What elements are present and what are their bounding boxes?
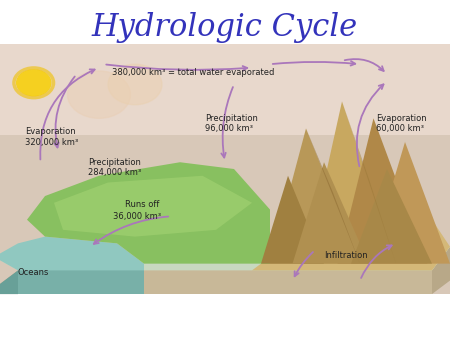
Polygon shape — [27, 162, 270, 264]
Text: Hydrologic Cycle: Hydrologic Cycle — [92, 12, 358, 43]
Polygon shape — [0, 135, 450, 294]
Text: Runs off: Runs off — [125, 200, 159, 209]
Text: Evaporation
60,000 km³: Evaporation 60,000 km³ — [376, 114, 427, 133]
Polygon shape — [18, 270, 432, 294]
Polygon shape — [0, 44, 450, 135]
Polygon shape — [342, 101, 396, 264]
Polygon shape — [306, 128, 360, 264]
Polygon shape — [18, 270, 144, 294]
Polygon shape — [252, 220, 450, 270]
Circle shape — [108, 64, 162, 105]
Polygon shape — [369, 142, 450, 264]
Polygon shape — [0, 270, 18, 294]
Polygon shape — [292, 162, 369, 264]
Text: Oceans: Oceans — [18, 268, 50, 276]
Polygon shape — [54, 176, 252, 237]
Text: Infiltration: Infiltration — [324, 251, 368, 260]
Polygon shape — [351, 169, 432, 264]
Polygon shape — [432, 247, 450, 294]
Text: Precipitation
96,000 km³: Precipitation 96,000 km³ — [205, 114, 257, 133]
Polygon shape — [306, 101, 396, 264]
Polygon shape — [270, 128, 360, 264]
Polygon shape — [261, 176, 324, 264]
Circle shape — [17, 70, 51, 96]
Text: Evaporation
320,000 km³: Evaporation 320,000 km³ — [25, 127, 78, 147]
Text: 36,000 km³: 36,000 km³ — [113, 212, 161, 221]
Text: Precipitation
284,000 km³: Precipitation 284,000 km³ — [88, 158, 141, 177]
Circle shape — [68, 71, 130, 118]
Polygon shape — [338, 118, 428, 264]
Text: 380,000 km³ = total water evaporated: 380,000 km³ = total water evaporated — [112, 68, 274, 77]
Polygon shape — [0, 247, 450, 270]
Polygon shape — [0, 270, 18, 294]
Polygon shape — [0, 237, 144, 270]
